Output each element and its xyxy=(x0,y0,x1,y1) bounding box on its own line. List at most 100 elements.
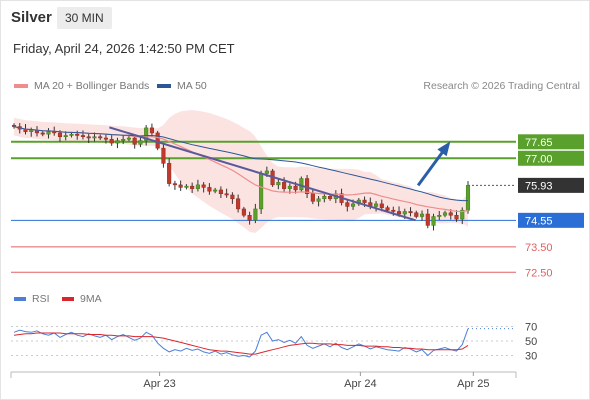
candle-body xyxy=(172,183,177,186)
x-tick-label-2: Apr 25 xyxy=(457,378,489,390)
candle-body xyxy=(178,184,183,188)
candle-body xyxy=(80,135,86,137)
candle-body xyxy=(98,136,103,139)
candle-58 xyxy=(345,199,350,212)
candle-body xyxy=(167,163,172,184)
candle-body xyxy=(328,196,333,200)
candle-body xyxy=(46,131,51,135)
candle-body xyxy=(57,132,63,137)
level-tag-75-93 xyxy=(518,177,584,193)
level-label-74-55: 74.55 xyxy=(525,215,553,227)
candle-body xyxy=(86,136,91,139)
candle-body xyxy=(402,211,407,215)
candle-5 xyxy=(40,130,45,137)
candle-70 xyxy=(414,210,419,219)
candle-body xyxy=(396,211,402,215)
candle-body xyxy=(374,203,379,207)
candle-body xyxy=(437,215,442,217)
rsi-tick-30: 30 xyxy=(525,351,537,363)
candle-body xyxy=(103,137,108,140)
candle-body xyxy=(276,182,281,186)
rsi-legend-swatch-1 xyxy=(62,297,74,301)
candle-72 xyxy=(425,208,430,229)
candle-body xyxy=(241,208,246,216)
legend-ma20: MA 20 + Bollinger Bands xyxy=(14,80,149,92)
legend-ma50-label: MA 50 xyxy=(177,80,207,92)
level-tag-74-55 xyxy=(518,212,584,228)
rsi-tick-50: 50 xyxy=(525,336,537,348)
x-tick-label-1: Apr 24 xyxy=(344,378,376,390)
level-label-77-65: 77.65 xyxy=(525,137,553,149)
candle-18 xyxy=(115,137,120,149)
candle-33 xyxy=(201,182,206,193)
candle-30 xyxy=(184,184,189,190)
rsi-legend-swatch-0 xyxy=(14,297,26,301)
ma50-swatch xyxy=(157,84,171,88)
candle-42 xyxy=(253,203,258,224)
ma50-line xyxy=(13,126,468,202)
level-tag-77-00 xyxy=(518,150,584,166)
candle-body xyxy=(259,173,264,210)
candle-body xyxy=(287,185,292,189)
candle-body xyxy=(213,189,218,192)
candle-body xyxy=(345,202,350,207)
candle-75 xyxy=(442,210,448,218)
candle-32 xyxy=(195,179,200,192)
candle-20 xyxy=(126,135,131,142)
candle-79 xyxy=(465,181,471,214)
timeframe-button[interactable]: 30 MIN xyxy=(57,7,112,29)
chart-datetime: Friday, April 24, 2026 1:42:50 PM CET xyxy=(13,41,235,56)
instrument-title: Silver xyxy=(11,9,52,26)
candle-body xyxy=(161,147,166,164)
candle-body xyxy=(247,215,252,221)
candle-body xyxy=(379,203,384,208)
rsi-9ma-line xyxy=(13,332,469,355)
level-label-77-00: 77.00 xyxy=(525,153,553,165)
candle-body xyxy=(121,139,126,141)
candle-17 xyxy=(109,134,114,146)
level-tag-77-65 xyxy=(518,134,584,150)
candle-16 xyxy=(103,134,108,144)
candle-body xyxy=(40,132,45,135)
candle-body xyxy=(126,137,131,140)
candle-body xyxy=(218,189,223,194)
candle-34 xyxy=(207,183,212,195)
candle-body xyxy=(460,209,465,220)
ma20-swatch xyxy=(14,84,28,88)
candle-body xyxy=(414,212,419,217)
legend-ma20-label: MA 20 + Bollinger Bands xyxy=(34,80,150,92)
candle-body xyxy=(132,137,137,145)
candle-body xyxy=(448,212,453,216)
candle-35 xyxy=(213,187,218,194)
candle-27 xyxy=(167,158,172,187)
candle-body xyxy=(454,215,459,220)
candle-71 xyxy=(419,210,425,221)
candle-body xyxy=(385,207,390,211)
candle-body xyxy=(63,135,68,137)
candle-body xyxy=(282,182,287,189)
candle-body xyxy=(391,209,396,212)
candle-body xyxy=(224,193,229,196)
candle-body xyxy=(425,213,430,226)
candle-body xyxy=(362,199,367,203)
candle-body xyxy=(293,185,298,191)
candle-26 xyxy=(161,144,166,168)
candle-43 xyxy=(259,170,264,214)
candle-body xyxy=(207,187,212,192)
candle-38 xyxy=(230,192,235,204)
candle-body xyxy=(190,185,195,189)
candle-body xyxy=(75,133,80,136)
candle-52 xyxy=(310,188,315,205)
candle-body xyxy=(201,184,206,188)
candle-body xyxy=(138,140,143,145)
candle-body xyxy=(184,185,189,188)
candle-73 xyxy=(431,213,436,231)
legend-ma50: MA 50 xyxy=(157,80,207,92)
forecast-arrow-head xyxy=(437,141,451,157)
candle-39 xyxy=(236,194,241,213)
candle-41 xyxy=(247,211,252,225)
candle-10 xyxy=(69,132,74,138)
candle-body xyxy=(310,193,315,202)
candle-body xyxy=(69,133,74,136)
